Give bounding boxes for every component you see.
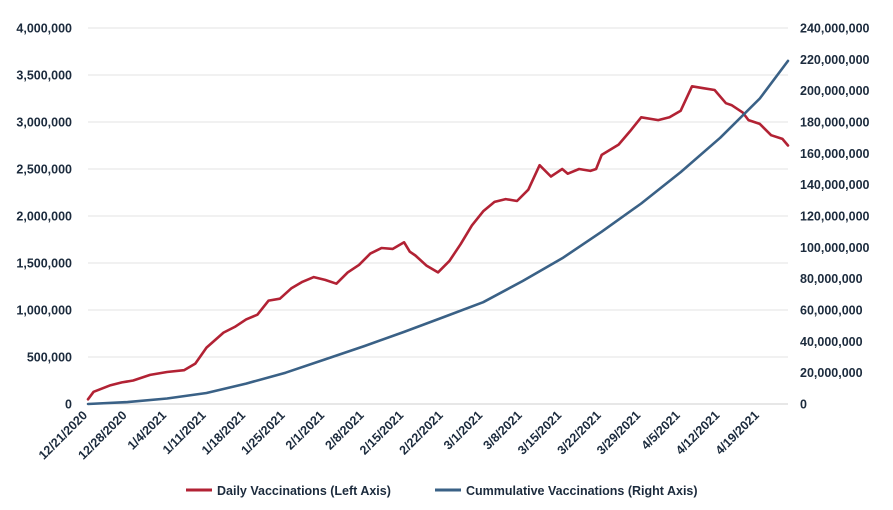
left-tick-label: 2,500,000 [16, 163, 72, 177]
right-tick-label: 0 [800, 398, 807, 412]
left-tick-label: 3,500,000 [16, 69, 72, 83]
left-tick-label: 3,000,000 [16, 116, 72, 130]
right-tick-label: 80,000,000 [800, 272, 863, 286]
x-tick-label: 2/1/2021 [283, 408, 327, 452]
x-tick-label: 1/25/2021 [238, 408, 287, 457]
left-y-axis: 0 500,000 1,000,000 1,500,000 2,000,000 2,500… [16, 22, 72, 412]
right-tick-label: 180,000,000 [800, 116, 870, 130]
right-tick-label: 120,000,000 [800, 210, 870, 224]
left-tick-label: 0 [65, 398, 72, 412]
x-tick-label: 2/22/2021 [397, 408, 446, 457]
x-tick-label: 3/29/2021 [594, 408, 643, 457]
daily-vaccinations-line [86, 85, 790, 401]
left-tick-label: 1,000,000 [16, 304, 72, 318]
right-tick-label: 20,000,000 [800, 366, 863, 380]
left-tick-label: 500,000 [27, 351, 72, 365]
right-tick-label: 100,000,000 [800, 241, 870, 255]
left-tick-label: 4,000,000 [16, 22, 72, 36]
left-tick-label: 2,000,000 [16, 210, 72, 224]
x-axis: 12/21/202012/28/20201/4/20211/11/20211/1… [36, 403, 788, 462]
right-tick-label: 40,000,000 [800, 335, 863, 349]
right-tick-label: 160,000,000 [800, 147, 870, 161]
legend-label-daily: Daily Vaccinations (Left Axis) [217, 484, 391, 498]
x-tick-label: 4/19/2021 [713, 408, 762, 457]
gridlines [88, 27, 788, 405]
right-tick-label: 200,000,000 [800, 84, 870, 98]
right-tick-label: 140,000,000 [800, 178, 870, 192]
series-lines [86, 59, 790, 406]
legend-label-cumulative: Cummulative Vaccinations (Right Axis) [466, 484, 698, 498]
left-tick-label: 1,500,000 [16, 257, 72, 271]
cumulative-vaccinations-line [86, 59, 790, 406]
legend: Daily Vaccinations (Left Axis) Cummulati… [186, 484, 698, 498]
right-tick-label: 60,000,000 [800, 304, 863, 318]
right-y-axis: 0 20,000,000 40,000,000 60,000,000 80,000,00… [800, 22, 870, 412]
x-tick-label: 3/1/2021 [441, 408, 485, 452]
right-tick-label: 240,000,000 [800, 22, 870, 36]
right-tick-label: 220,000,000 [800, 53, 870, 67]
